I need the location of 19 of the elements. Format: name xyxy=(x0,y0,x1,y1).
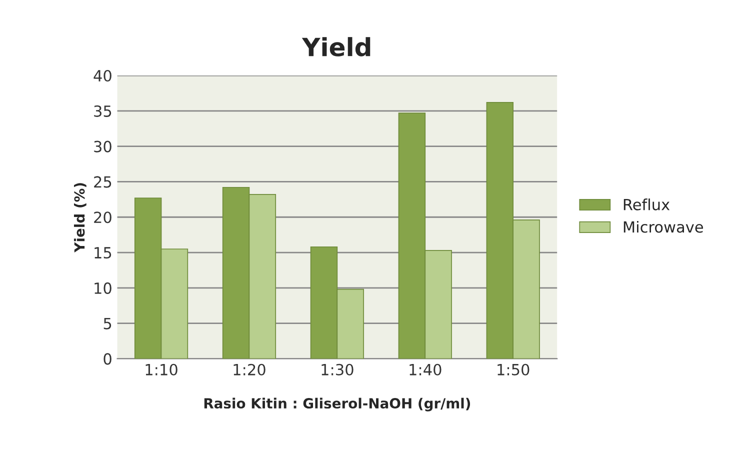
x-axis-title: Rasio Kitin : Gliserol-NaOH (gr/ml) xyxy=(204,398,470,412)
x-tick-label: 1:10 xyxy=(146,364,178,376)
y-tick-label: 10 xyxy=(94,282,112,294)
x-tick-label: 1:20 xyxy=(234,364,266,376)
x-tick-label: 1:40 xyxy=(410,364,442,376)
y-tick-label: 40 xyxy=(94,70,112,82)
y-tick-label: 20 xyxy=(94,212,112,224)
y-tick-label: 35 xyxy=(94,105,112,117)
legend-label: Reflux xyxy=(624,198,670,210)
x-tick-label: 1:30 xyxy=(322,364,354,376)
legend-label: Microwave xyxy=(624,220,703,233)
x-tick-label: 1:50 xyxy=(498,364,530,376)
y-tick-label: 25 xyxy=(94,176,112,188)
y-tick-label: 0 xyxy=(104,353,112,365)
y-tick-label: 5 xyxy=(104,318,112,330)
y-axis-title: Yield (%) xyxy=(74,183,86,252)
chart-title: Yield xyxy=(302,37,370,56)
y-tick-label: 15 xyxy=(94,247,112,259)
y-tick-label: 30 xyxy=(94,140,112,152)
